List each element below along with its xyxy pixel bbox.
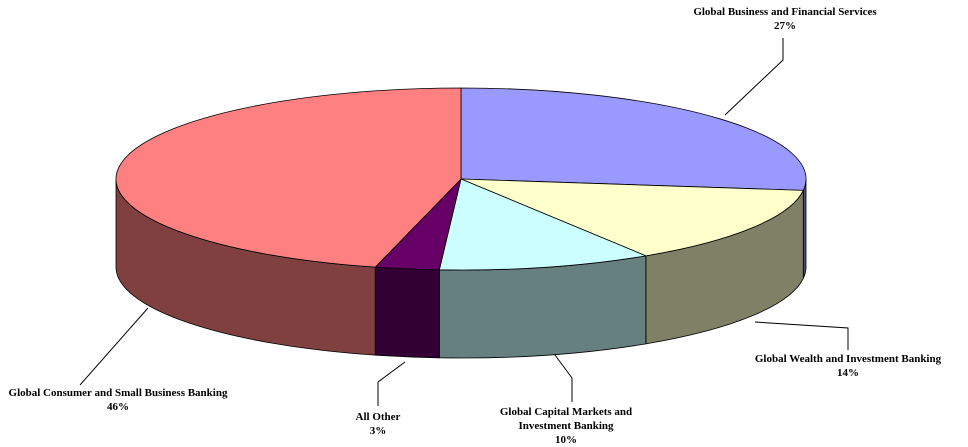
- label-value: 46%: [107, 401, 129, 413]
- slice-side: [802, 178, 807, 279]
- leader-line: [79, 307, 149, 386]
- leader-line: [754, 321, 849, 350]
- label-name: Global Capital Markets and Investment Ba…: [499, 406, 633, 432]
- label-name: All Other: [355, 411, 401, 423]
- leader-line: [554, 354, 573, 402]
- label-value: 27%: [774, 20, 796, 32]
- sides: [115, 178, 807, 359]
- slice-label: Global Consumer and Small Business Banki…: [3, 386, 233, 414]
- slice-side: [374, 266, 440, 359]
- leader-line: [377, 361, 406, 406]
- leader-line: [724, 38, 784, 116]
- slice: [438, 178, 648, 271]
- label-value: 14%: [837, 367, 859, 379]
- label-name: Global Wealth and Investment Banking: [754, 353, 942, 365]
- slice: [460, 87, 807, 191]
- label-value: 3%: [369, 425, 387, 437]
- slice-label: All Other 3%: [338, 410, 418, 438]
- label-value: 10%: [555, 434, 577, 446]
- slice-label: Global Wealth and Investment Banking 14%: [728, 352, 968, 380]
- slice-label: Global Business and Financial Services 27…: [650, 5, 920, 33]
- tops: [115, 87, 807, 271]
- slice-label: Global Capital Markets and Investment Ba…: [481, 405, 651, 447]
- slice: [460, 178, 804, 257]
- label-name: Global Consumer and Small Business Banki…: [8, 387, 228, 399]
- slice: [115, 87, 462, 268]
- slice-side: [438, 255, 647, 359]
- label-name: Global Business and Financial Services: [693, 6, 877, 18]
